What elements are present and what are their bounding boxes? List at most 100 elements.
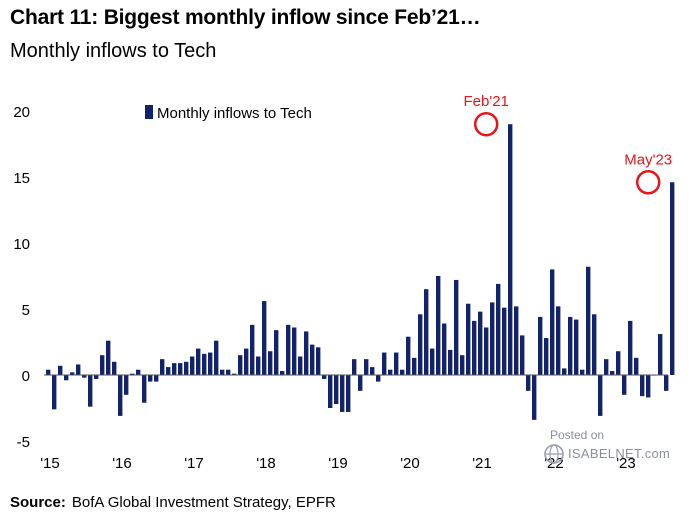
bar: [592, 314, 597, 375]
bar: [586, 266, 591, 375]
bar: [70, 372, 75, 375]
bar: [400, 369, 405, 375]
bar: [94, 375, 99, 379]
bar: [214, 340, 219, 375]
bar: [46, 369, 51, 375]
bar: [100, 355, 105, 375]
bar: [304, 331, 309, 375]
bar: [256, 356, 261, 375]
source-label: Source:: [10, 494, 66, 511]
bar: [562, 368, 567, 375]
x-tick-label: '23: [616, 455, 636, 472]
bar: [298, 356, 303, 375]
bar: [376, 375, 381, 382]
bar: [532, 375, 537, 420]
bar: [484, 327, 489, 375]
bar: [238, 355, 243, 375]
bar: [166, 367, 171, 375]
annotation-circle: [635, 170, 661, 195]
bar: [670, 182, 675, 375]
bar: [280, 371, 285, 375]
x-tick-label: '21: [472, 455, 492, 472]
bar: [658, 334, 663, 375]
bar: [328, 375, 333, 408]
globe-icon: [544, 444, 564, 464]
bar: [190, 356, 195, 375]
bar: [346, 375, 351, 412]
bar: [220, 369, 225, 375]
bar: [334, 375, 339, 405]
bar: [412, 357, 417, 375]
bar: [310, 344, 315, 375]
bar: [184, 361, 189, 375]
bar: [118, 375, 123, 416]
bar: [610, 371, 615, 375]
bar: [556, 306, 561, 375]
annotation-label: Feb'21: [463, 93, 508, 110]
bar: [448, 349, 453, 375]
bar: [424, 289, 429, 375]
bar: [478, 311, 483, 375]
bar: [352, 359, 357, 375]
bar: [568, 316, 573, 375]
bar: [262, 301, 267, 375]
bar: [406, 336, 411, 375]
bar: [622, 375, 627, 395]
bar: [370, 367, 375, 375]
bar: [574, 319, 579, 375]
legend-swatch: [145, 105, 153, 119]
y-tick-label: 10: [13, 236, 30, 253]
bar: [430, 348, 435, 375]
bar: [76, 364, 81, 375]
bar: [178, 363, 183, 375]
bar: [544, 338, 549, 375]
source-text: BofA Global Investment Strategy, EPFR: [71, 494, 336, 511]
bar: [208, 352, 213, 375]
bar: [580, 369, 585, 375]
y-tick-label: 20: [13, 104, 30, 121]
bar: [316, 347, 321, 375]
bar: [196, 348, 201, 375]
bar: [394, 352, 399, 375]
bar: [460, 355, 465, 375]
y-tick-label: 15: [13, 170, 30, 187]
x-tick-label: '16: [112, 455, 132, 472]
watermark-line2: ISABELNET.com: [568, 446, 671, 461]
bar: [466, 303, 471, 375]
bar: [604, 359, 609, 375]
bar: [250, 324, 255, 375]
bar: [388, 369, 393, 375]
bar: [52, 375, 57, 410]
bar: [244, 348, 249, 375]
bar: [58, 365, 63, 375]
bar: [82, 375, 87, 378]
x-tick-label: '19: [328, 455, 348, 472]
source-note: Source: BofA Global Investment Strategy, …: [10, 494, 336, 511]
bar: [646, 375, 651, 398]
bar: [358, 375, 363, 391]
bar: [640, 375, 645, 397]
bar: [598, 375, 603, 416]
chart-subtitle: Monthly inflows to Tech: [10, 40, 217, 62]
bar: [418, 314, 423, 375]
bar: [472, 320, 477, 375]
bar: [202, 353, 207, 375]
x-tick-label: '15: [40, 455, 60, 472]
y-tick-label: 0: [22, 368, 30, 385]
x-tick-label: '18: [256, 455, 276, 472]
bar: [274, 330, 279, 375]
annotation-label: May'23: [624, 151, 672, 168]
legend-label: Monthly inflows to Tech: [157, 105, 312, 122]
bar: [364, 359, 369, 375]
bar: [436, 276, 441, 375]
annotation-circle: [473, 111, 499, 137]
bar: [142, 375, 147, 403]
watermark-line1: Posted on: [550, 428, 605, 442]
bar: [382, 352, 387, 375]
bar: [340, 375, 345, 412]
bar: [322, 375, 327, 379]
bar: [442, 323, 447, 375]
bar: [160, 359, 165, 375]
bar: [64, 375, 69, 381]
